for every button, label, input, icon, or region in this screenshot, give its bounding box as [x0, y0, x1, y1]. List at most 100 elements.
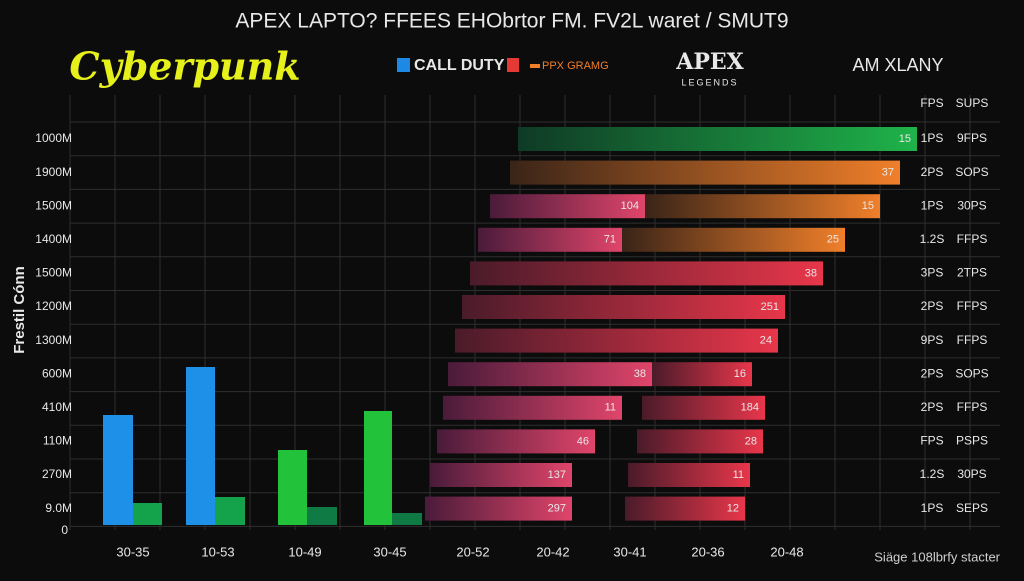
bar-segment: [652, 362, 752, 387]
bar-segment: [425, 496, 572, 521]
bar-label: 46: [577, 435, 589, 447]
fps-value: 1PS: [921, 501, 944, 515]
row-label: 110M: [43, 434, 72, 448]
sups-value: 30PS: [957, 467, 986, 481]
column-bar: [307, 507, 337, 525]
x-label: 20-42: [536, 544, 569, 559]
row-label: 600M: [42, 366, 72, 380]
row-label: 1400M: [35, 232, 72, 246]
bar-segment: [437, 429, 595, 454]
x-label: 30-41: [613, 544, 646, 559]
cyberpunk-logo: Cyberpunk: [69, 44, 300, 89]
column-header: SUPS: [956, 96, 989, 110]
bar-label: 297: [548, 503, 566, 515]
x-label: 10-49: [288, 544, 321, 559]
bar-label: 11: [733, 469, 744, 481]
sups-value: SOPS: [955, 366, 988, 380]
row-label: 1000M: [35, 131, 72, 145]
sups-value: SOPS: [955, 165, 988, 179]
zero-label: 0: [61, 523, 68, 537]
sups-value: 9FPS: [957, 131, 987, 145]
x-label: 20-48: [770, 544, 803, 559]
column-bar: [392, 513, 422, 525]
column-bar: [103, 415, 133, 525]
bar-label: 71: [604, 234, 616, 246]
bar-label: 38: [634, 368, 646, 380]
cod-logo: CALL DUTY: [414, 57, 505, 74]
bar-label: 12: [727, 503, 739, 515]
bar-segment: [455, 328, 778, 353]
row-label: 1200M: [35, 299, 72, 313]
sups-value: FFPS: [957, 333, 988, 347]
fps-value: 9PS: [921, 333, 944, 347]
ppx-logo: PPX GRAMG: [542, 60, 609, 72]
vertical-bars: [103, 367, 422, 525]
x-label: 20-36: [691, 544, 724, 559]
bar-label: 37: [882, 167, 894, 179]
bar-label: 16: [734, 368, 746, 380]
fps-value: 1PS: [921, 131, 944, 145]
bar-segment: [637, 429, 763, 454]
sups-value: FFPS: [957, 299, 988, 313]
row-label: 1500M: [35, 266, 72, 280]
row-label: 9.0M: [45, 501, 72, 515]
column-bar: [133, 503, 162, 525]
bar-segment: [645, 194, 880, 219]
bar-segment: [443, 395, 622, 420]
bar-label: 251: [761, 301, 779, 313]
fps-value: 1.2S: [920, 232, 945, 246]
bar-label: 38: [805, 267, 817, 279]
company-logo: AM XLANY: [852, 55, 943, 75]
bar-segment: [448, 362, 652, 387]
sups-value: FFPS: [957, 232, 988, 246]
column-bar: [186, 367, 215, 525]
row-label: 1300M: [35, 333, 72, 347]
footer: Siäge 108lbrfy stacter: [874, 549, 1000, 564]
fps-value: 2PS: [921, 165, 944, 179]
bar-segment: [470, 261, 823, 286]
fps-value: 2PS: [921, 299, 944, 313]
bar-segment: [510, 160, 900, 185]
bar-segment: [478, 227, 622, 252]
sups-value: 30PS: [957, 198, 986, 212]
x-label: 30-35: [116, 544, 149, 559]
row-label: 270M: [42, 467, 72, 481]
fps-value: 1.2S: [920, 467, 945, 481]
x-label: 20-52: [456, 544, 489, 559]
legends-logo: LEGENDS: [681, 77, 738, 87]
bar-segment: [628, 463, 750, 487]
fps-value: 1PS: [921, 198, 944, 212]
sups-value: 2TPS: [957, 266, 987, 280]
title: APEX LAPTO? FFEES EHObrtor FM. FV2L ware…: [235, 10, 788, 33]
column-bar: [278, 450, 307, 525]
fps-value: 2PS: [921, 366, 944, 380]
row-label: 410M: [42, 400, 72, 414]
x-label: 30-45: [373, 544, 406, 559]
row-label: 1500M: [35, 198, 72, 212]
bar-label: 24: [760, 335, 772, 347]
column-header: FPS: [920, 96, 943, 110]
bar-label: 28: [745, 435, 757, 447]
bar-segment: [642, 395, 765, 420]
x-label: 10-53: [201, 544, 234, 559]
apex-logo: APEX: [675, 49, 744, 75]
bar-segment: [625, 496, 745, 521]
bar-segment: [430, 463, 572, 487]
bar-label: 25: [827, 234, 839, 246]
sups-value: SEPS: [956, 501, 988, 515]
bar-segment: [462, 295, 785, 319]
logo-icon: [397, 58, 410, 72]
bar-label: 15: [862, 200, 874, 212]
fps-value: 2PS: [921, 400, 944, 414]
y-axis-label: Frestil Cónn: [11, 266, 28, 354]
sups-value: FFPS: [957, 400, 988, 414]
bar-segment: [518, 127, 917, 151]
row-label: 1900M: [35, 165, 72, 179]
logo-icon: [530, 64, 540, 68]
sups-value: PSPS: [956, 434, 988, 448]
fps-value: FPS: [920, 434, 943, 448]
bar-label: 15: [899, 133, 911, 145]
bar-label: 11: [605, 402, 616, 414]
